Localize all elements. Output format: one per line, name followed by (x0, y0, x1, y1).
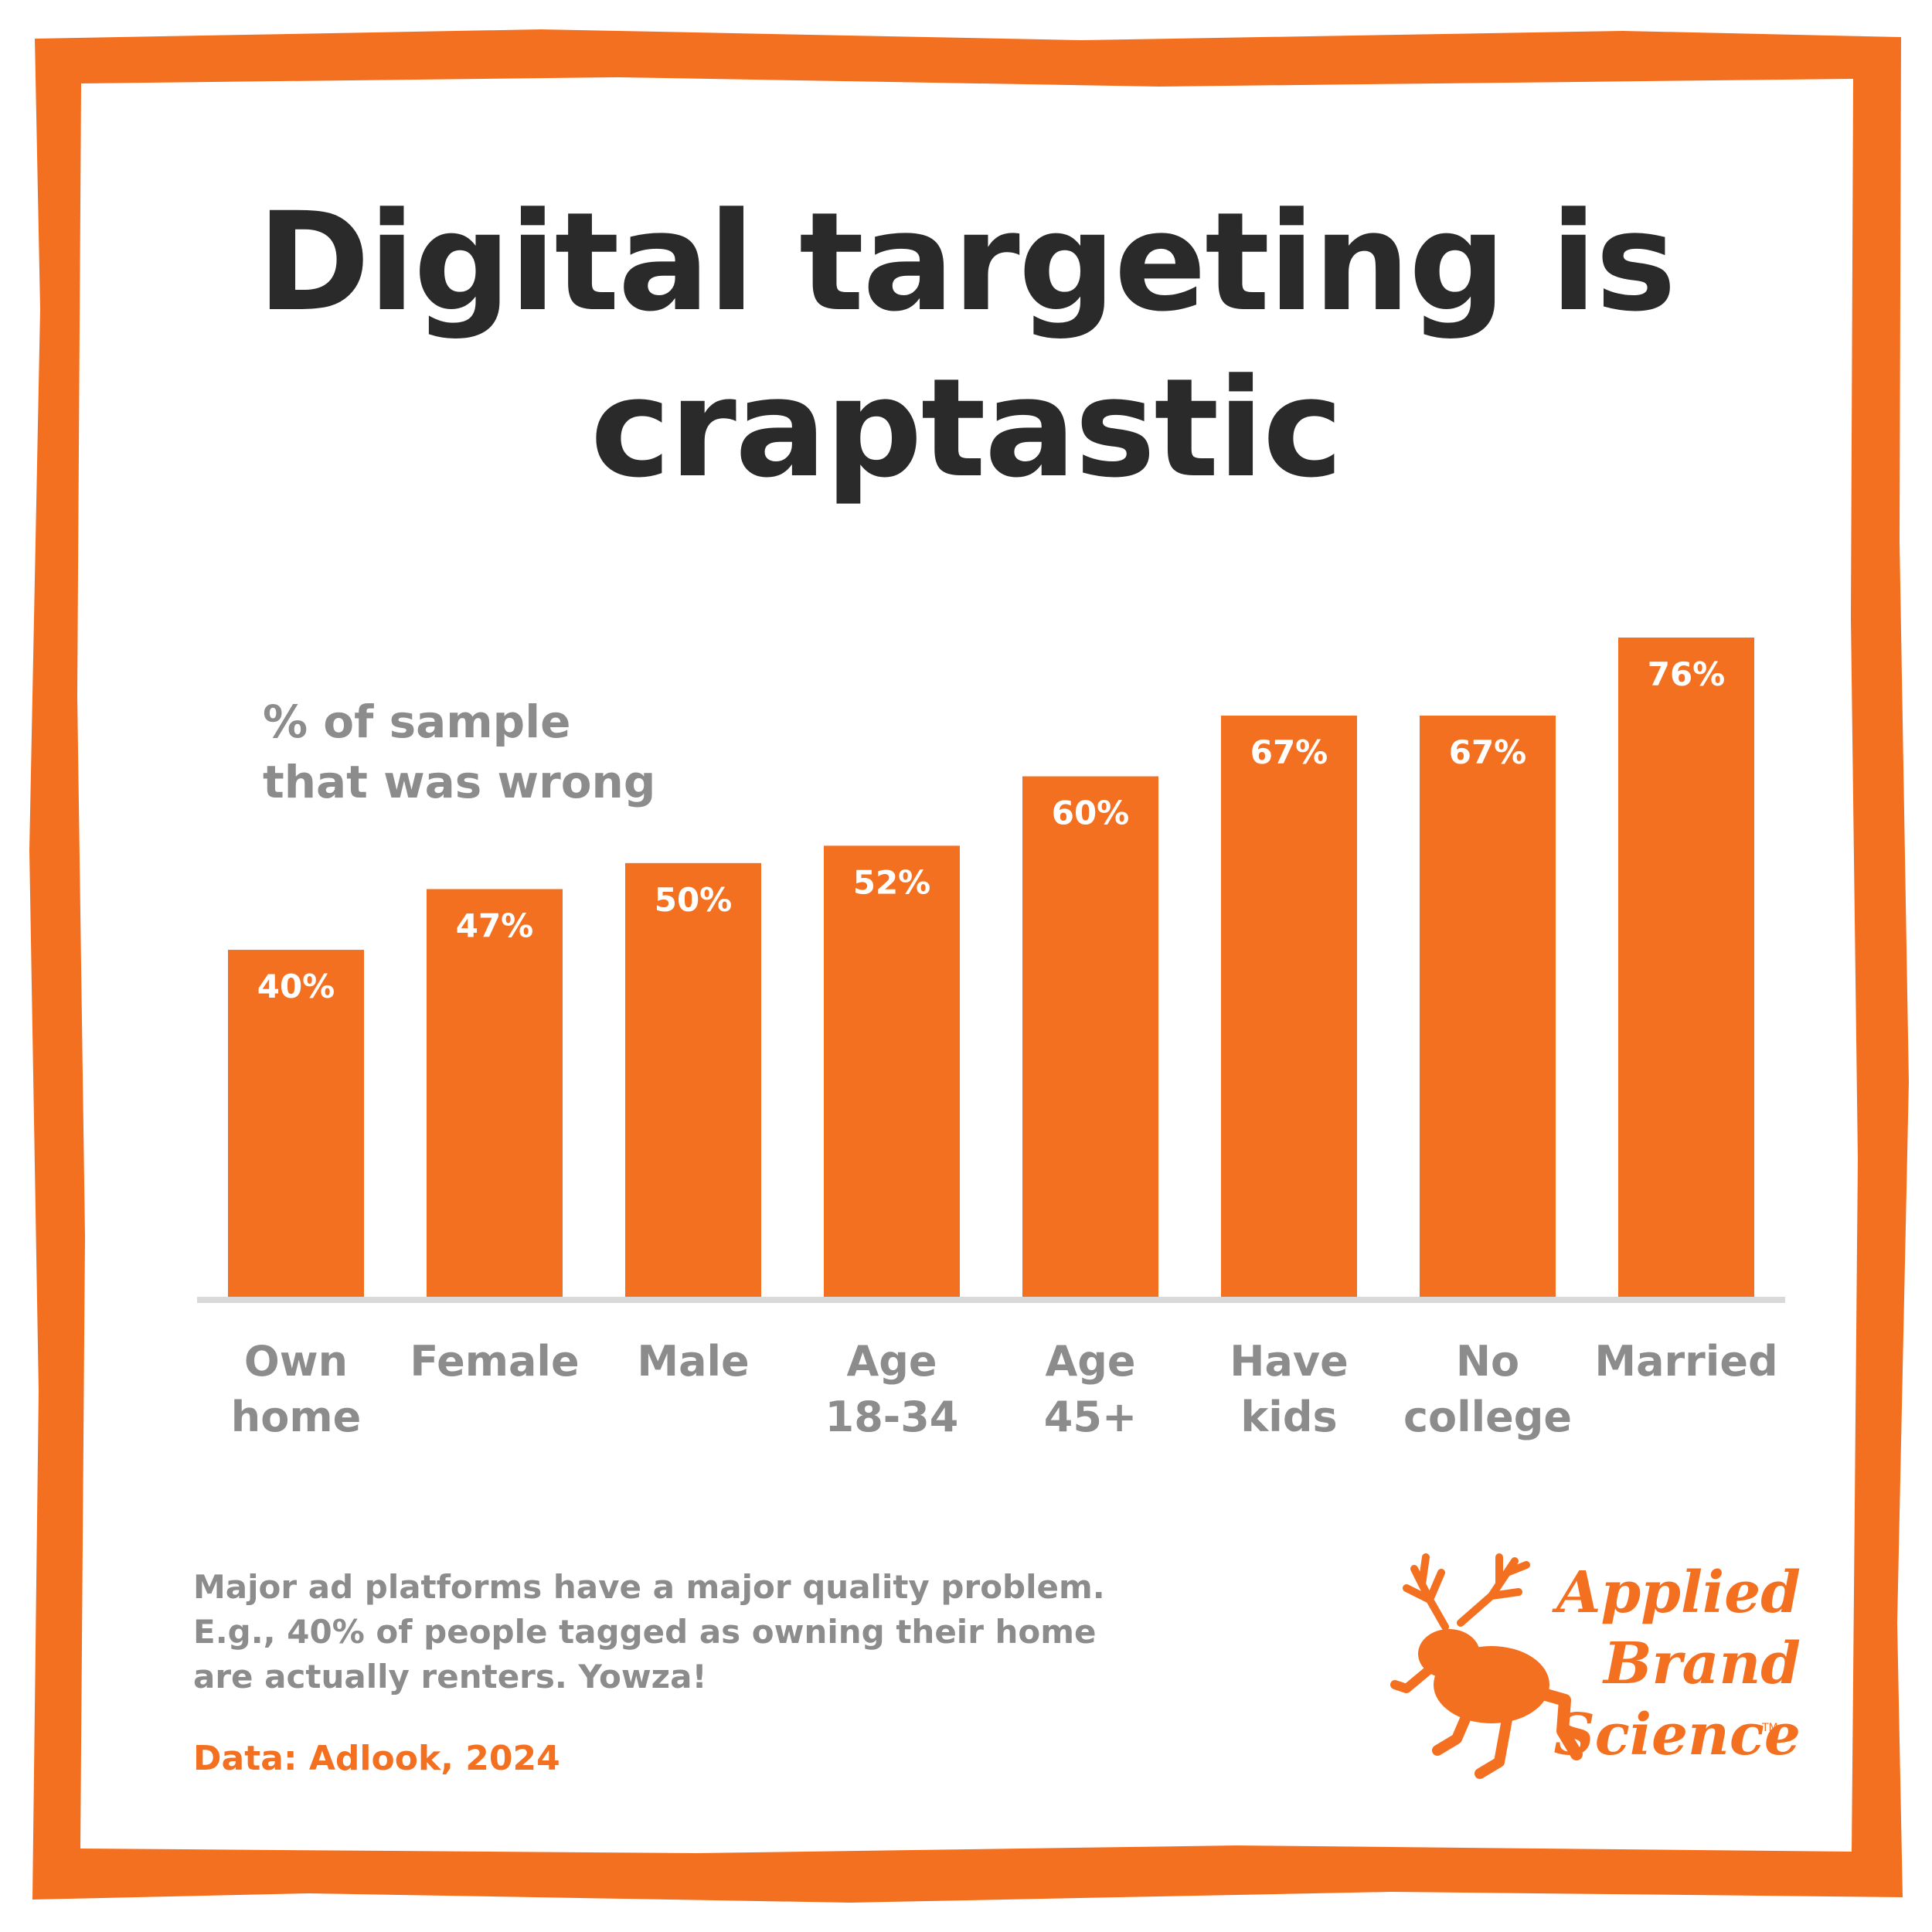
bar-value-label-1: 47% (456, 906, 534, 944)
footnote-line-2: E.g., 40% of people tagged as owning the… (193, 1613, 1097, 1651)
category-label-2-line-0: Male (637, 1337, 749, 1386)
footnote-line-1: Major ad platforms have a major quality … (193, 1568, 1105, 1606)
bar-3 (824, 845, 960, 1297)
bar-value-label-6: 67% (1449, 733, 1527, 771)
bar-value-label-7: 76% (1648, 655, 1726, 693)
chart-title-line-2: craptastic (590, 349, 1343, 508)
bar-5 (1221, 716, 1357, 1297)
y-axis-label: % of sample that was wrong (263, 692, 742, 812)
bar-2 (625, 862, 761, 1297)
bar-0 (228, 950, 364, 1297)
data-source: Data: Adlook, 2024 (193, 1739, 560, 1778)
category-label-4-line-0: Age (1045, 1337, 1135, 1386)
category-label-1-line-0: Female (410, 1337, 579, 1386)
chart-title-line-1: Digital targeting is (257, 183, 1676, 342)
bar-4 (1022, 776, 1158, 1297)
footnote: Major ad platforms have a major quality … (193, 1565, 1198, 1699)
bar-value-label-4: 60% (1052, 794, 1130, 832)
bar-value-label-2: 50% (655, 881, 733, 919)
category-label-4-line-1: 45+ (1044, 1393, 1137, 1441)
bar-value-label-0: 40% (257, 968, 335, 1005)
category-label-3-line-1: 18-34 (825, 1393, 959, 1441)
bar-value-label-3: 52% (853, 863, 931, 901)
bar-6 (1420, 716, 1556, 1297)
category-label-6-line-0: No (1456, 1337, 1519, 1386)
brand-logo-text: Applied Brand Science (1538, 1557, 1801, 1770)
trademark-mark: TM (1762, 1722, 1778, 1734)
category-label-0-line-1: home (231, 1393, 361, 1441)
logo-line-2: Brand (1603, 1631, 1801, 1697)
footnote-line-3: are actually renters. Yowza! (193, 1658, 707, 1696)
y-axis-label-line-2: that was wrong (263, 756, 656, 808)
category-label-6-line-1: college (1403, 1393, 1572, 1441)
bar-value-label-5: 67% (1250, 733, 1328, 771)
category-label-3-line-0: Age (846, 1337, 937, 1386)
logo-line-1: Applied (1556, 1560, 1801, 1626)
logo-line-3: Science (1553, 1702, 1801, 1768)
category-label-5-line-0: Have (1230, 1337, 1348, 1386)
antlered-frog-icon (1390, 1553, 1583, 1779)
bar-7 (1618, 638, 1754, 1297)
category-label-7-line-0: Married (1594, 1337, 1777, 1386)
x-axis-baseline (197, 1297, 1785, 1303)
bar-1 (427, 889, 563, 1297)
category-label-0-line-0: Own (244, 1337, 348, 1386)
category-label-5-line-1: kids (1240, 1393, 1337, 1441)
y-axis-label-line-1: % of sample (263, 696, 571, 748)
